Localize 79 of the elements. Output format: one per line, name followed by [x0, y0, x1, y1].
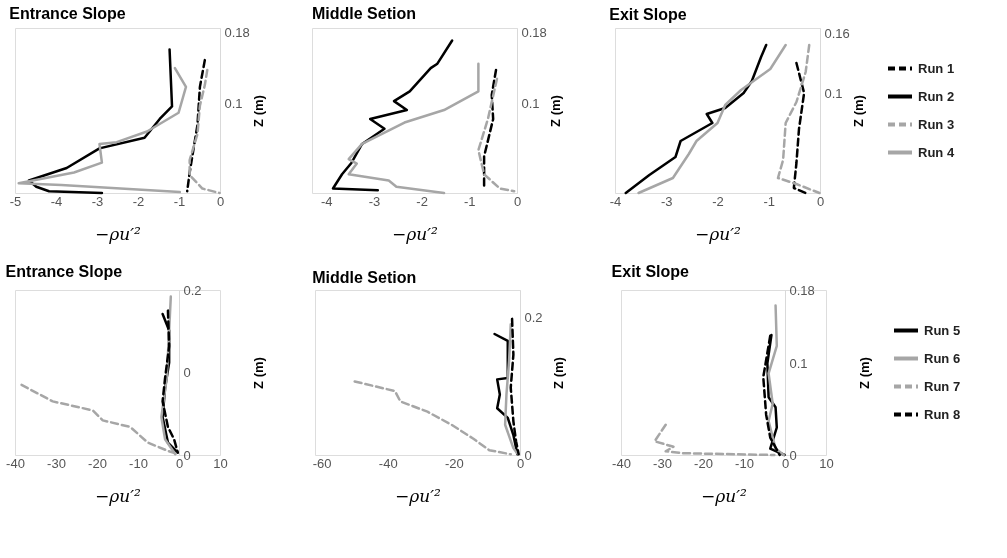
y-tick-label: 0.16	[824, 25, 850, 41]
y-tick-label: 0.2	[183, 282, 202, 298]
chart-title: Middle Setion	[312, 5, 416, 23]
line-series	[188, 68, 221, 195]
chart-title: Entrance Slope	[5, 263, 123, 280]
x-tick-label: -3	[91, 193, 104, 209]
legend-label: Run 1	[918, 60, 955, 76]
y-tick-label: 0.1	[789, 355, 808, 371]
x-tick-label: -10	[735, 455, 754, 471]
x-axis-title: −ρu′²	[695, 223, 742, 244]
line-series	[185, 58, 207, 193]
y-tick-label: 0.18	[521, 24, 547, 40]
legend-label: Run 7	[924, 378, 961, 394]
y-tick-label: 0	[183, 365, 191, 380]
x-tick-label: -2	[712, 193, 724, 209]
x-tick-label: -40	[378, 455, 398, 471]
legend-label: Run 2	[918, 88, 955, 104]
line-series	[17, 66, 188, 194]
x-tick-label: -20	[444, 455, 464, 471]
x-tick-label: -3	[368, 193, 381, 209]
x-tick-label: -40	[6, 455, 25, 471]
x-tick-label: -20	[88, 455, 107, 471]
y-axis-title: Z (m)	[547, 95, 563, 127]
legend-label: Run 6	[924, 350, 961, 366]
x-axis-title: −ρu′²	[701, 485, 748, 506]
x-tick-label: -5	[9, 193, 22, 209]
y-axis-title: Z (m)	[250, 95, 266, 127]
y-axis-title: Z (m)	[250, 357, 266, 389]
line-series	[653, 423, 776, 457]
legend-label: Run 4	[918, 144, 955, 160]
x-tick-label: -1	[173, 193, 186, 209]
line-series	[503, 323, 519, 455]
x-tick-label: -20	[694, 455, 713, 471]
y-tick-label: 0.1	[224, 96, 243, 112]
x-tick-label: -40	[612, 455, 631, 471]
chart-title: Exit Slope	[611, 263, 690, 280]
line-series	[792, 61, 807, 195]
x-tick-label: -30	[47, 455, 66, 471]
y-axis-title: Z (m)	[850, 95, 866, 127]
line-series	[353, 380, 512, 456]
x-axis-title: −ρu′²	[392, 223, 439, 244]
x-tick-label: 10	[213, 455, 228, 471]
x-tick-label: -60	[312, 455, 332, 471]
line-series	[347, 62, 480, 195]
x-axis-title: −ρu′²	[95, 485, 142, 506]
x-tick-label: -10	[129, 455, 148, 471]
x-tick-label: 10	[819, 455, 834, 471]
y-tick-label: 0.1	[824, 85, 843, 101]
legend-label: Run 3	[918, 116, 955, 132]
x-tick-label: -4	[50, 193, 63, 209]
x-axis-title: −ρu′²	[95, 223, 142, 244]
chart-title: Middle Setion	[312, 269, 417, 286]
chart-title: Entrance Slope	[9, 5, 126, 23]
line-series	[624, 43, 768, 195]
legend-label: Run 8	[924, 406, 961, 422]
line-series	[776, 43, 821, 195]
x-tick-label: -2	[132, 193, 145, 209]
chart-title: Exit Slope	[609, 6, 687, 23]
line-series	[477, 77, 516, 193]
y-tick-label: 0.1	[521, 96, 540, 112]
x-tick-label: -3	[660, 193, 673, 209]
line-series	[27, 48, 174, 195]
x-tick-label: -1	[763, 193, 776, 209]
y-axis-title: Z (m)	[856, 357, 872, 389]
legend-label: Run 5	[924, 322, 961, 338]
x-tick-label: -4	[609, 193, 622, 209]
x-tick-label: -30	[653, 455, 672, 471]
line-series	[637, 43, 787, 195]
line-series	[331, 39, 454, 192]
x-tick-label: -2	[416, 193, 428, 209]
x-tick-label: -4	[321, 193, 333, 209]
x-tick-label: -1	[464, 193, 476, 209]
line-series	[767, 304, 786, 457]
y-tick-label: 0.18	[789, 282, 815, 298]
line-series	[482, 68, 498, 189]
y-tick-label: 0.18	[224, 24, 250, 40]
y-tick-label: 0.2	[524, 310, 543, 325]
x-axis-title: −ρu′²	[395, 485, 442, 506]
y-axis-title: Z (m)	[550, 357, 566, 389]
